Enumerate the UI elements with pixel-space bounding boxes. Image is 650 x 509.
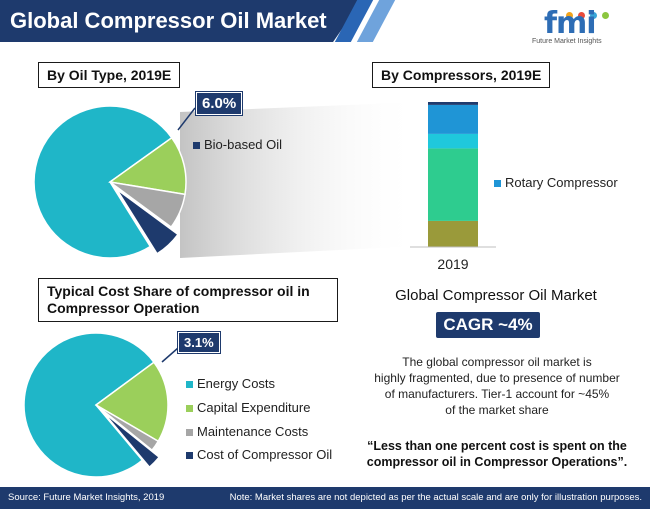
- compressors-label: By Compressors, 2019E: [372, 62, 551, 88]
- legend-label: Energy Costs: [197, 376, 276, 391]
- market-description: The global compressor oil market is high…: [362, 354, 632, 418]
- legend-swatch: [494, 180, 501, 188]
- desc-line: of the market share: [445, 403, 549, 417]
- desc-line: highly fragmented, due to presence of nu…: [374, 371, 620, 385]
- legend-swatch: [186, 381, 193, 389]
- legend-label: Bio-based Oil: [204, 137, 283, 152]
- pie-slice-segment-1: [33, 105, 173, 259]
- legend-item-maintenance-costs: Maintenance Costs: [186, 424, 308, 439]
- x-tick-label: 2019: [437, 256, 468, 272]
- header-bar: [0, 0, 362, 42]
- bar-segment-segment-2: [428, 148, 478, 221]
- legend-item-energy-costs: Energy Costs: [186, 376, 275, 391]
- footer-source: Source: Future Market Insights, 2019: [8, 492, 165, 503]
- bar-segment-rotary-compressor: [428, 104, 478, 134]
- pie-slice-segment-3: [109, 181, 186, 229]
- legend-item-rotary-compressor: Rotary Compressor: [494, 175, 618, 190]
- fmi-logo: fmi Future Market Insights: [526, 6, 636, 46]
- legend-swatch: [186, 452, 193, 460]
- pie-slice-bio-based-oil: [116, 188, 180, 255]
- legend-label: Maintenance Costs: [197, 424, 309, 439]
- callout-leader-line: [177, 107, 196, 131]
- logo-subtitle: Future Market Insights: [532, 38, 602, 45]
- pie-slice-energy-costs: [23, 332, 156, 478]
- pie-slice-capital-expenditure: [94, 361, 169, 443]
- desc-line: of manufacturers. Tier-1 account for ~45…: [384, 387, 610, 401]
- legend-item-cost-of-compressor-oil: Cost of Compressor Oil: [186, 447, 332, 462]
- bar-segment-segment-5: [428, 102, 478, 105]
- footer: Source: Future Market Insights, 2019 Not…: [0, 487, 650, 509]
- legend-swatch: [186, 405, 193, 413]
- page-title: Global Compressor Oil Market: [10, 8, 327, 33]
- legend-label: Capital Expenditure: [197, 400, 311, 415]
- legend-label: Cost of Compressor Oil: [197, 447, 333, 462]
- legend-item-bio-based-oil: Bio-based Oil: [193, 137, 282, 152]
- footer-note: Note: Market shares are not depicted as …: [229, 492, 642, 503]
- pie-slice-cost-of-compressor-oil: [102, 411, 161, 469]
- logo-text: fmi: [544, 6, 597, 41]
- pie-slice-segment-2: [108, 136, 187, 196]
- bar-segment-segment-1: [428, 220, 478, 247]
- legend-swatch: [193, 142, 200, 150]
- gradient-band-top: [180, 102, 420, 258]
- legend-label: Rotary Compressor: [505, 175, 618, 190]
- callout-leader-line: [161, 347, 179, 363]
- legend-item-capital-expenditure: Capital Expenditure: [186, 400, 310, 415]
- legend-swatch: [186, 429, 193, 437]
- oil-type-callout: 6.0%: [194, 91, 244, 116]
- cost-share-label: Typical Cost Share of compressor oil in …: [38, 278, 338, 322]
- cost-share-callout: 3.1%: [177, 331, 221, 354]
- desc-line: The global compressor oil market is: [402, 355, 592, 369]
- highlight-quote: “Less than one percent cost is spent on …: [354, 438, 640, 470]
- cagr-badge: CAGR ~4%: [436, 312, 540, 338]
- oil-type-label: By Oil Type, 2019E: [38, 62, 181, 88]
- header: Global Compressor Oil Market fmi Future …: [0, 0, 650, 45]
- quote-line: compressor oil in Compressor Operations”…: [366, 455, 628, 469]
- cost-share-label-line1: Typical Cost Share of compressor oil in: [47, 283, 310, 299]
- market-title: Global Compressor Oil Market: [395, 287, 597, 304]
- quote-line: “Less than one percent cost is spent on …: [367, 439, 627, 453]
- pie-slice-maintenance-costs: [95, 404, 160, 452]
- cost-share-label-line2: Compressor Operation: [47, 300, 200, 316]
- bar-segment-segment-3: [428, 133, 478, 149]
